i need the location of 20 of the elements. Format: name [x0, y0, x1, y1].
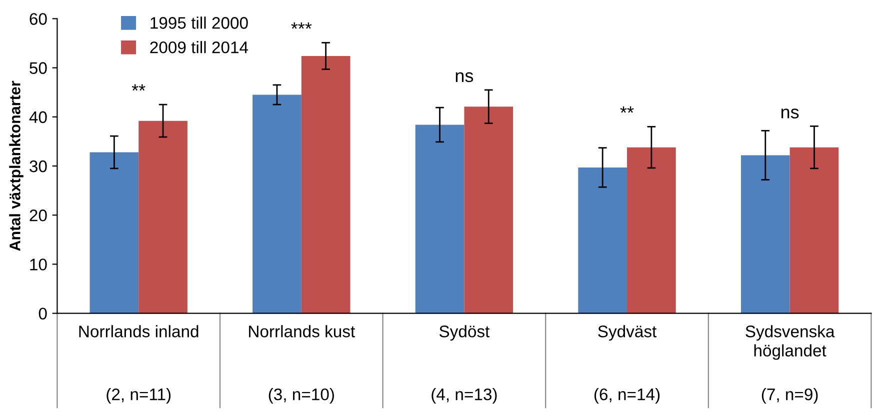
category-label: Norrlands inland (2, n=11)	[79, 325, 198, 404]
category-label: Sydöst (4, n=13)	[432, 325, 497, 404]
annotation: **	[132, 84, 146, 91]
y-tick-label: 0	[38, 308, 47, 320]
category-label: Sydsvenska höglandet (7, n=9)	[746, 325, 835, 404]
y-tick-label: 40	[29, 111, 47, 124]
annotation: ***	[291, 22, 312, 29]
y-axis-title: Antal växtplanktonarter	[9, 80, 24, 251]
legend-label: 2009 till 2014	[150, 41, 248, 54]
category-label: Sydväst (6, n=14)	[594, 325, 660, 404]
legend-label: 1995 till 2000	[150, 16, 248, 29]
annotation: ns	[781, 108, 799, 118]
annotation: **	[620, 106, 634, 113]
y-tick-label: 20	[30, 210, 47, 222]
annotation: ns	[456, 72, 474, 82]
y-tick-label: 30	[30, 160, 47, 172]
y-tick-label: 50	[30, 62, 47, 74]
category-label: Norrlands kust (3, n=10)	[249, 325, 356, 404]
y-tick-label: 10	[30, 258, 47, 270]
y-tick-label: 60	[30, 13, 47, 25]
